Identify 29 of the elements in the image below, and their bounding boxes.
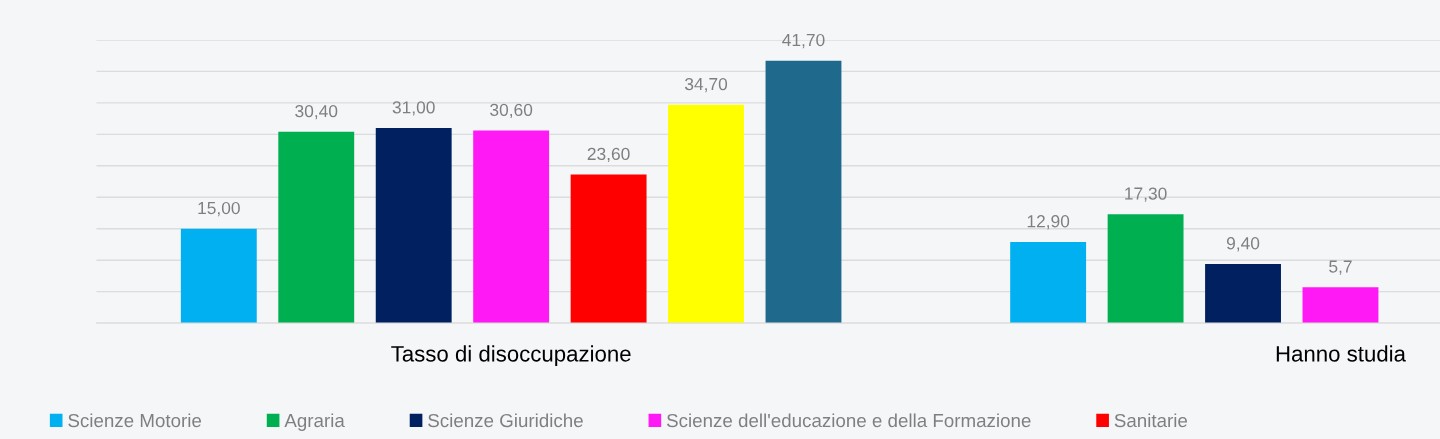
bar [1010,241,1087,324]
legend-label: Agraria [284,413,345,431]
data-label: 30,60 [490,103,533,119]
data-label: 41,70 [782,33,825,49]
data-label: 17,30 [1125,187,1167,202]
data-label: 12,90 [1027,215,1070,230]
data-label: 30,40 [295,104,338,120]
bar [278,131,355,324]
x-tick-label: Tasso di disoccupazione [391,345,631,367]
data-label: 9,40 [1226,237,1260,252]
data-label: 15,00 [198,201,240,217]
bar [1302,287,1379,324]
bar [180,228,257,324]
legend-label: Scienze Giuridiche [428,413,583,428]
data-label: 34,70 [684,77,728,93]
bar [668,104,744,324]
legend-label: Sanitarie [1114,413,1188,428]
x-tick-label: Hanno studia [1276,345,1406,362]
bar [1205,263,1281,324]
bar [375,128,452,324]
bar [570,174,647,324]
data-label: 5,7 [1329,260,1352,275]
legend-label: Scienze Motorie [68,413,202,428]
bar [1107,214,1184,324]
bar [473,130,550,324]
legend-label: Scienze dell'educazione e della Formazione [666,413,1031,428]
data-label: 31,00 [392,101,435,116]
bar [765,60,842,324]
data-label: 23,60 [587,147,630,163]
